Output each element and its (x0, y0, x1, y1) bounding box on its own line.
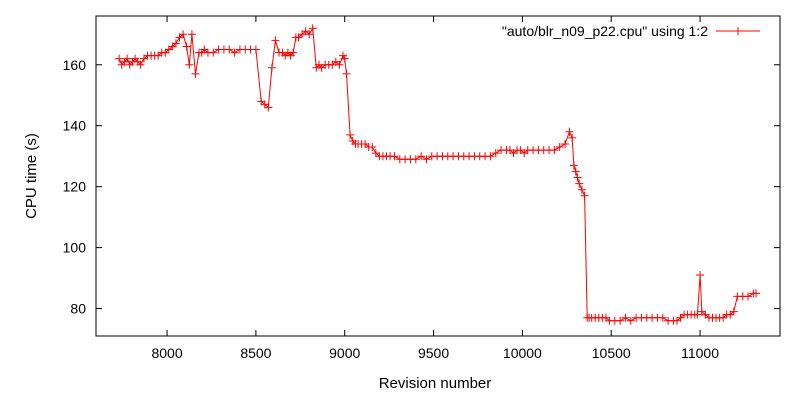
x-tick-label: 10500 (592, 345, 631, 361)
data-point (346, 130, 355, 139)
data-point (486, 152, 495, 161)
data-point (422, 155, 431, 164)
data-point (271, 36, 280, 45)
data-point (568, 133, 577, 142)
x-axis: 8000 8500 9000 9500 10000 10500 11000 (151, 16, 719, 361)
data-point (225, 45, 234, 54)
data-point (417, 152, 426, 161)
data-point (209, 48, 218, 57)
plot-area-frame (95, 15, 781, 337)
data-point (744, 292, 753, 301)
data-point (411, 155, 420, 164)
data-point (251, 45, 260, 54)
data-point (693, 310, 702, 319)
data-point (696, 271, 705, 280)
data-point (565, 127, 574, 136)
data-point (335, 60, 344, 69)
data-point (752, 289, 761, 298)
x-tick-label: 8000 (151, 345, 182, 361)
data-point (491, 149, 500, 158)
data-point (308, 24, 317, 33)
data-point (561, 140, 570, 148)
data-point (115, 54, 124, 63)
x-tick-label: 8500 (240, 345, 271, 361)
data-point (123, 54, 132, 63)
data-point (230, 48, 239, 57)
data-point (569, 161, 578, 170)
data-point (305, 30, 314, 39)
data-point (580, 191, 589, 200)
data-point (182, 42, 191, 51)
data-point (555, 143, 564, 152)
data-point (729, 307, 738, 316)
data-point (621, 313, 630, 322)
x-tick-label: 11000 (681, 345, 719, 361)
data-point (267, 63, 276, 72)
data-point (658, 313, 667, 322)
data-point (191, 69, 200, 78)
x-tick-label: 10000 (503, 345, 542, 361)
legend: "auto/blr_n09_p22.cpu" using 1:2 (502, 23, 760, 39)
data-point (179, 30, 188, 39)
y-axis: 80 100 120 140 160 (63, 57, 780, 317)
series-layer (115, 24, 761, 325)
data-point (368, 143, 377, 152)
data-point (550, 146, 559, 155)
data-point (264, 103, 273, 112)
y-tick-label: 160 (63, 57, 87, 73)
data-point (571, 167, 580, 176)
data-point (577, 185, 586, 194)
legend-entry-marker (734, 27, 742, 35)
data-point (289, 48, 298, 57)
legend-entry-label: "auto/blr_n09_p22.cpu" using 1:2 (502, 23, 708, 39)
data-point (626, 316, 635, 325)
y-tick-label: 140 (63, 118, 87, 134)
x-tick-label: 9500 (418, 345, 449, 361)
data-point (185, 60, 194, 69)
data-point (340, 54, 349, 63)
x-tick-label: 9000 (329, 345, 360, 361)
data-point (573, 173, 582, 182)
y-tick-label: 120 (63, 179, 87, 195)
x-axis-label: Revision number (379, 375, 492, 392)
data-point (342, 69, 351, 78)
series-line (118, 26, 756, 322)
y-tick-label: 100 (63, 240, 87, 256)
data-point (136, 60, 145, 69)
y-axis-label: CPU time (s) (23, 133, 40, 219)
data-point (616, 316, 625, 325)
data-point (171, 39, 180, 48)
y-tick-label: 80 (70, 301, 86, 317)
data-point (187, 30, 196, 39)
data-point (390, 152, 399, 161)
data-point (575, 179, 584, 188)
